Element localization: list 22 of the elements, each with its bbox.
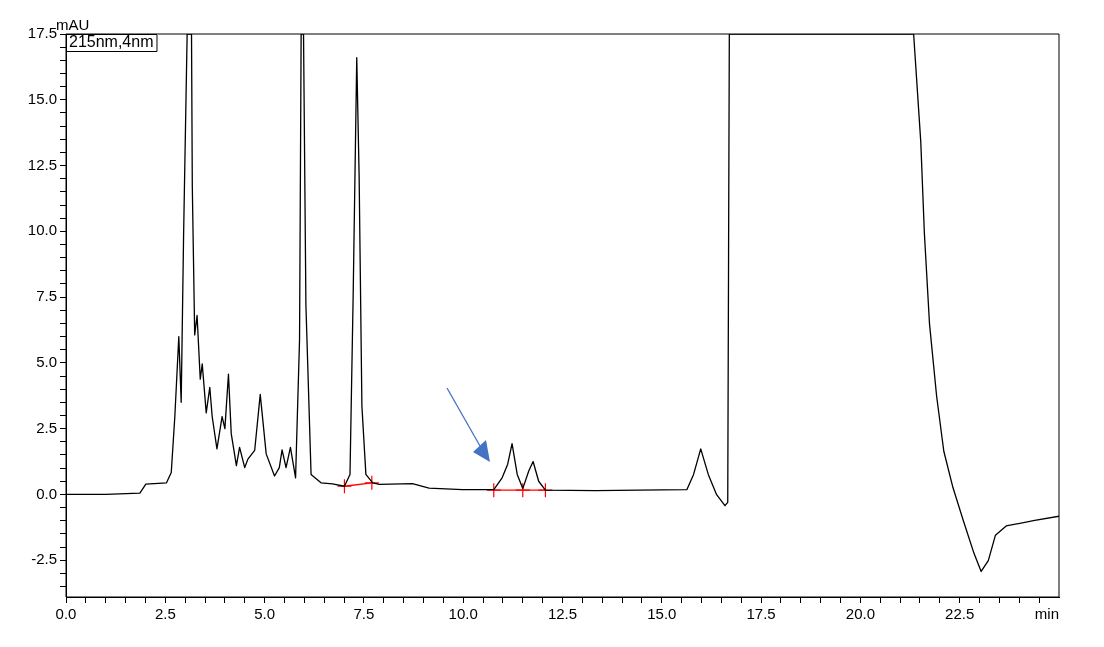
y-tick-label: 5.0: [36, 353, 57, 370]
y-tick-label: 15.0: [27, 89, 57, 107]
x-tick-label: 22.5: [945, 605, 975, 623]
y-tick-label: 12.5: [27, 155, 57, 173]
annotation: 215nm,4nm: [69, 33, 154, 51]
y-tick-label: 7.5: [36, 287, 57, 305]
y-tick-label: 0.0: [36, 484, 57, 502]
x-tick-label: 15.0: [647, 605, 677, 623]
x-tick-label: 0.0: [55, 605, 77, 623]
y-tick-label: 17.5: [27, 24, 57, 42]
x-tick-label: 10.0: [448, 605, 478, 623]
y-axis-title: mAU: [56, 15, 90, 33]
x-tick-label: 17.5: [746, 605, 776, 623]
y-tick-label: 10.0: [27, 221, 57, 239]
x-tick-label: 20.0: [845, 605, 875, 623]
y-tick-label: -2.5: [31, 550, 57, 568]
x-tick-label: 12.5: [547, 605, 578, 623]
x-axis-title: min: [1034, 604, 1059, 622]
x-tick-label: 5.0: [254, 605, 276, 623]
x-tick-label: 7.5: [353, 605, 375, 623]
x-tick-label: 2.5: [154, 605, 176, 623]
y-tick-label: 2.5: [36, 418, 57, 436]
